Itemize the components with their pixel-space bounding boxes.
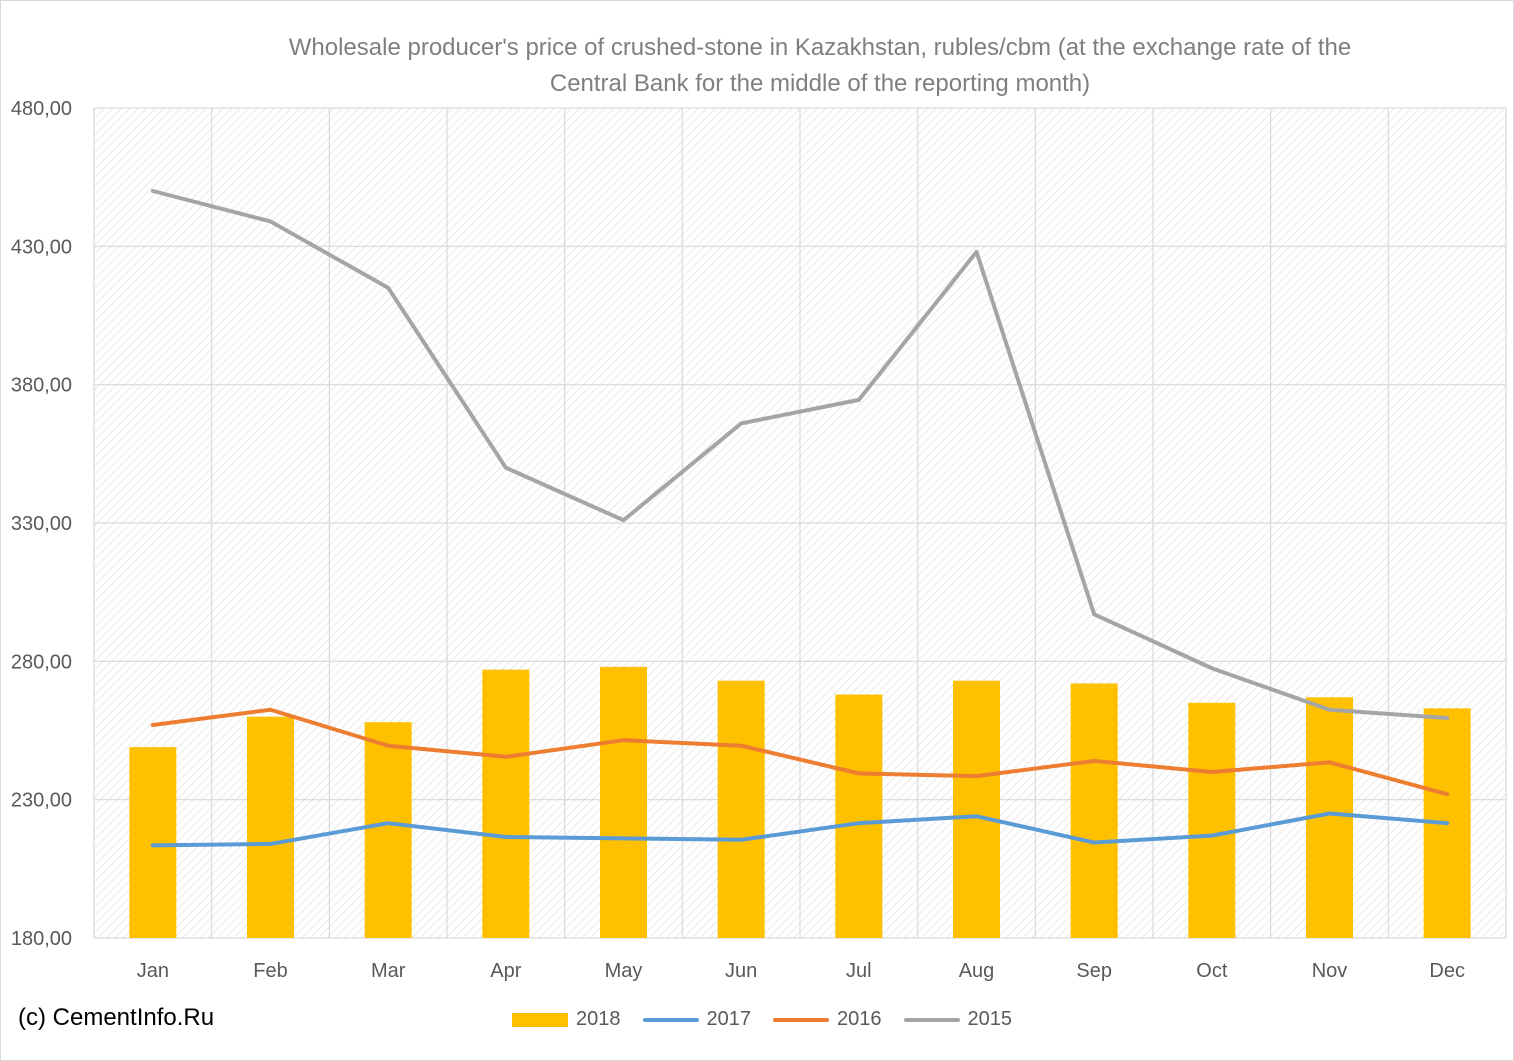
y-tick-label: 280,00 — [11, 651, 72, 673]
line-series-2017 — [150, 811, 1450, 848]
x-axis-ticks: Jan Feb Mar Apr May Jun Jul Aug Sep Oct Nov Dec — [137, 960, 1465, 982]
y-tick-label: 430,00 — [11, 236, 72, 258]
y-tick-label: 380,00 — [11, 375, 72, 397]
bar-2018-apr — [482, 669, 530, 938]
bar-2018-jul — [835, 694, 883, 938]
legend-item-2017: 2017 — [642, 1008, 752, 1031]
chart-title-line-1: Wholesale producer's price of crushed-st… — [288, 34, 1352, 61]
bar-2018-oct — [1188, 702, 1236, 938]
legend-item-2015: 2015 — [903, 1008, 1013, 1031]
chart-legend: 2018 2017 2016 2015 — [512, 1008, 1034, 1031]
legend-swatch — [773, 1017, 829, 1022]
x-tick-label: Nov — [1312, 960, 1348, 982]
line-series-2016 — [150, 707, 1450, 797]
chart-plot: 180,00 230,00 280,00 330,00 380,00 430,00 480,… — [11, 98, 1507, 982]
bar-2018-aug — [953, 680, 1000, 938]
chart-title-line-2: Central Bank for the middle of the repor… — [549, 70, 1091, 97]
x-tick-label: Oct — [1196, 960, 1228, 982]
bar-2018-may — [600, 666, 647, 938]
x-tick-label: Jul — [846, 960, 872, 982]
x-tick-label: Feb — [253, 960, 287, 982]
line-series-2015 — [150, 189, 1450, 721]
y-axis-ticks: 180,00 230,00 280,00 330,00 380,00 430,00 480,… — [11, 98, 72, 950]
y-tick-label: 230,00 — [11, 790, 72, 812]
y-tick-label: 180,00 — [11, 928, 72, 950]
legend-label: 2015 — [967, 1008, 1013, 1030]
line-series — [150, 189, 1450, 848]
legend-swatch — [642, 1017, 699, 1022]
bar-series — [129, 666, 1471, 938]
bar-2018-sep — [1070, 683, 1118, 938]
copyright-text: (c) CementInfo.Ru — [18, 1004, 215, 1031]
legend-swatch — [512, 1012, 568, 1027]
x-tick-label: Apr — [490, 960, 521, 982]
gridlines — [93, 107, 1507, 939]
y-tick-label: 330,00 — [11, 513, 72, 535]
legend-label: 2018 — [576, 1008, 621, 1030]
x-tick-label: Mar — [371, 960, 406, 982]
legend-item-2016: 2016 — [773, 1008, 882, 1031]
x-tick-label: May — [605, 960, 643, 982]
bar-2018-jun — [717, 680, 765, 938]
y-tick-label: 480,00 — [11, 98, 72, 120]
legend-item-2018: 2018 — [512, 1008, 621, 1031]
x-tick-label: Jan — [137, 960, 169, 982]
x-tick-label: Sep — [1076, 960, 1112, 982]
x-tick-label: Jun — [725, 960, 757, 982]
legend-label: 2017 — [706, 1008, 752, 1030]
bar-2018-feb — [247, 716, 294, 938]
legend-label: 2016 — [837, 1008, 882, 1030]
bar-2018-mar — [364, 722, 412, 938]
chart-title: Wholesale producer's price of crushed-st… — [120, 30, 1514, 102]
legend-swatch — [903, 1017, 960, 1022]
bar-2018-jan — [129, 747, 177, 938]
x-tick-label: Dec — [1429, 960, 1465, 982]
x-tick-label: Aug — [959, 960, 995, 982]
